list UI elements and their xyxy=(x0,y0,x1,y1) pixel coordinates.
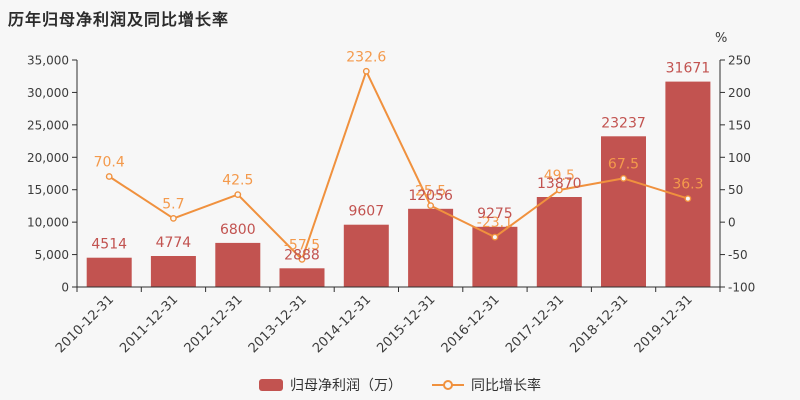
bar-value-label: 2888 xyxy=(284,247,320,263)
svg-text:10,000: 10,000 xyxy=(27,216,69,230)
bar-value-label: 12056 xyxy=(408,188,453,204)
line-value-label: 42.5 xyxy=(222,173,253,189)
x-tick-label: 2014-12-31 xyxy=(310,292,374,356)
legend-label-yoy-growth: 同比增长率 xyxy=(471,378,541,394)
bar-value-labels: 4514 4774 6800 2888 9607 12056 9275 13870 23237 3… xyxy=(91,61,710,264)
x-tick-label: 2010-12-31 xyxy=(53,292,117,356)
bar xyxy=(536,197,582,287)
line-marker xyxy=(427,202,434,210)
svg-text:150: 150 xyxy=(728,118,751,132)
right-axis-unit: % xyxy=(715,31,727,46)
bar xyxy=(150,256,196,287)
x-tick-label: 2016-12-31 xyxy=(439,292,503,356)
svg-text:25,000: 25,000 xyxy=(27,118,69,132)
line-marker xyxy=(491,233,499,241)
line-value-label: -23.1 xyxy=(477,215,513,231)
svg-text:20,000: 20,000 xyxy=(27,151,69,165)
svg-text:30,000: 30,000 xyxy=(27,86,69,100)
bar-value-label: 4774 xyxy=(156,235,192,251)
line-marker xyxy=(684,195,692,203)
svg-text:15,000: 15,000 xyxy=(27,183,69,197)
x-tick-label: 2017-12-31 xyxy=(503,292,567,356)
x-tick-label: 2019-12-31 xyxy=(632,292,696,356)
svg-text:0: 0 xyxy=(61,281,69,295)
bar xyxy=(279,268,325,287)
legend-label-net-profit: 归母净利润（万） xyxy=(290,378,402,394)
svg-text:-50: -50 xyxy=(728,248,748,262)
line-value-label: 67.5 xyxy=(608,156,639,172)
svg-text:-100: -100 xyxy=(728,281,755,295)
line-marker xyxy=(362,67,370,75)
line-marker xyxy=(234,191,242,199)
bar xyxy=(343,224,389,287)
line-series xyxy=(105,67,692,263)
legend: 归母净利润（万） 同比增长率 xyxy=(0,375,800,395)
svg-text:50: 50 xyxy=(728,183,743,197)
bar-series-swatch-icon xyxy=(259,379,283,391)
line-marker xyxy=(620,174,627,182)
svg-text:5,000: 5,000 xyxy=(35,248,69,262)
bar-value-label: 9275 xyxy=(477,206,513,222)
line-series-swatch-icon xyxy=(432,378,464,392)
x-axis-ticks xyxy=(76,287,721,292)
bar-value-label: 31671 xyxy=(666,61,711,77)
line-value-label: 36.3 xyxy=(672,177,703,193)
bar xyxy=(665,81,711,287)
line-value-label: 232.6 xyxy=(346,49,386,65)
line-value-label: 25.5 xyxy=(415,184,446,200)
bar-value-label: 23237 xyxy=(601,115,646,131)
left-axis-ticks: 0 5,000 10,000 15,000 20,000 25,000 30,000 35,0… xyxy=(27,54,77,295)
x-tick-label: 2013-12-31 xyxy=(246,292,310,356)
bar xyxy=(215,242,261,287)
x-tick-label: 2015-12-31 xyxy=(374,292,438,356)
line-marker xyxy=(105,173,113,180)
bar xyxy=(601,136,646,287)
svg-text:100: 100 xyxy=(728,151,751,165)
right-axis-ticks: -100 -50 0 50 100 150 200 250% xyxy=(715,31,755,295)
bar xyxy=(408,208,454,287)
growth-line xyxy=(108,70,689,261)
line-value-label: 5.7 xyxy=(162,196,184,212)
x-tick-label: 2011-12-31 xyxy=(117,292,181,356)
svg-text:35,000: 35,000 xyxy=(27,54,69,68)
x-tick-label: 2012-12-31 xyxy=(182,292,246,356)
line-marker xyxy=(298,255,306,263)
bar-series xyxy=(86,81,711,287)
x-tick-label: 2018-12-31 xyxy=(567,292,631,356)
bar xyxy=(86,257,132,287)
line-value-label: 70.4 xyxy=(94,155,125,171)
svg-text:250: 250 xyxy=(728,54,751,68)
line-marker xyxy=(555,186,563,194)
svg-text:0: 0 xyxy=(728,216,736,230)
svg-text:200: 200 xyxy=(728,86,751,100)
chart-title: 历年归母净利润及同比增长率 xyxy=(8,10,230,29)
line-value-label: -57.5 xyxy=(284,237,320,253)
legend-item-yoy-growth[interactable]: 同比增长率 xyxy=(432,375,541,395)
bar-value-label: 6800 xyxy=(220,222,256,238)
bar-value-label: 13870 xyxy=(537,176,582,192)
legend-item-net-profit[interactable]: 归母净利润（万） xyxy=(259,375,402,395)
bar-value-label: 4514 xyxy=(91,237,127,253)
bar-value-label: 9607 xyxy=(348,204,384,220)
x-axis-labels: 2010-12-31 2011-12-31 2012-12-31 2013-12-31… xyxy=(53,292,696,356)
line-marker xyxy=(169,214,177,222)
line-value-labels: 70.4 5.7 42.5 -57.5 232.6 25.5 -23.1 49.5 67.5 36… xyxy=(94,49,704,253)
line-value-label: 49.5 xyxy=(544,168,575,184)
